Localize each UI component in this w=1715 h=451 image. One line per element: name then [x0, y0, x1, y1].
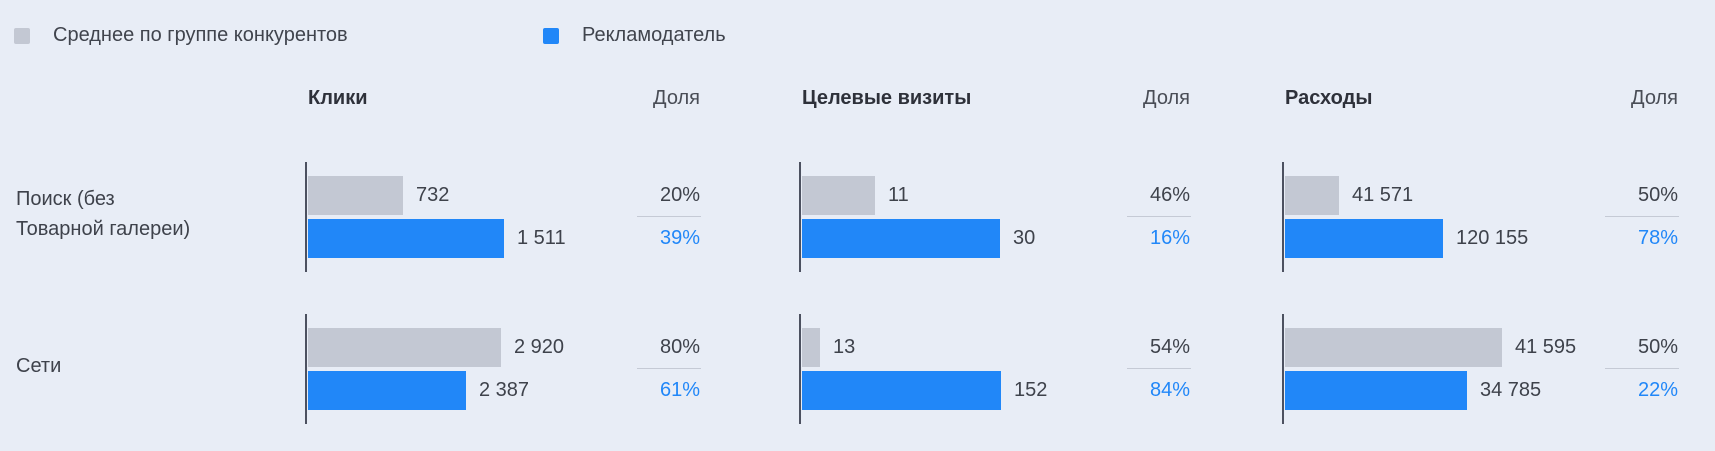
competitors-swatch-icon [14, 27, 30, 44]
share-competitors-value: 46% [1149, 184, 1190, 206]
bar-competitors [308, 328, 501, 367]
bar-value-competitors: 41 571 [1352, 184, 1414, 206]
column-header-share-2: Доля [1143, 87, 1190, 109]
row-label: Поиск (без Товарной галереи) [16, 188, 191, 240]
bar-advertiser [308, 219, 504, 258]
bar-value-advertiser: 2 387 [479, 379, 530, 401]
bar-value-advertiser: 1 511 [517, 227, 566, 249]
share-advertiser-value: 16% [1149, 227, 1190, 249]
share-advertiser-value: 22% [1637, 379, 1678, 401]
bar-competitors [802, 328, 820, 367]
bar-value-advertiser: 30 [1013, 227, 1036, 249]
axis-line [305, 162, 307, 272]
bar-advertiser [308, 371, 466, 410]
share-divider [1127, 216, 1191, 217]
legend-label-advertiser: Рекламодатель [582, 24, 726, 46]
share-divider [637, 216, 701, 217]
share-divider [1605, 216, 1679, 217]
column-header-expenses: Расходы [1285, 87, 1373, 109]
bar-competitors [308, 176, 403, 215]
share-divider [637, 368, 701, 369]
bar-value-competitors: 13 [833, 336, 856, 358]
bar-value-advertiser: 120 155 [1456, 227, 1529, 249]
row-label: Сети [16, 355, 62, 377]
bar-value-advertiser: 34 785 [1480, 379, 1542, 401]
bar-competitors [802, 176, 875, 215]
axis-line [1282, 162, 1284, 272]
axis-line [1282, 314, 1284, 424]
advertiser-swatch-icon [543, 27, 559, 44]
legend-label-competitors: Среднее по группе конкурентов [53, 24, 348, 46]
bar-value-competitors: 11 [888, 184, 909, 206]
bar-value-competitors: 2 920 [514, 336, 565, 358]
column-header-clicks: Клики [308, 87, 368, 109]
share-competitors-value: 80% [659, 336, 700, 358]
legend-item-competitors: Среднее по группе конкурентов [14, 24, 348, 47]
share-competitors-value: 50% [1637, 336, 1678, 358]
share-advertiser-value: 78% [1637, 227, 1678, 249]
share-competitors-value: 50% [1637, 184, 1678, 206]
column-header-share-1: Доля [653, 87, 700, 109]
bar-advertiser [1285, 371, 1467, 410]
axis-line [305, 314, 307, 424]
share-divider [1127, 368, 1191, 369]
bar-advertiser [802, 371, 1001, 410]
bar-advertiser [802, 219, 1000, 258]
column-header-share-3: Доля [1631, 87, 1678, 109]
share-competitors-value: 54% [1149, 336, 1190, 358]
legend-item-advertiser: Рекламодатель [543, 24, 726, 47]
share-divider [1605, 368, 1679, 369]
bar-value-competitors: 732 [416, 184, 450, 206]
axis-line [799, 314, 801, 424]
bar-competitors [1285, 328, 1502, 367]
share-advertiser-value: 84% [1149, 379, 1190, 401]
share-advertiser-value: 61% [659, 379, 700, 401]
share-advertiser-value: 39% [659, 227, 700, 249]
column-header-visits: Целевые визиты [802, 87, 972, 109]
axis-line [799, 162, 801, 272]
share-competitors-value: 20% [659, 184, 700, 206]
bar-competitors [1285, 176, 1339, 215]
bar-value-competitors: 41 595 [1515, 336, 1577, 358]
bar-value-advertiser: 152 [1014, 379, 1048, 401]
bar-advertiser [1285, 219, 1443, 258]
